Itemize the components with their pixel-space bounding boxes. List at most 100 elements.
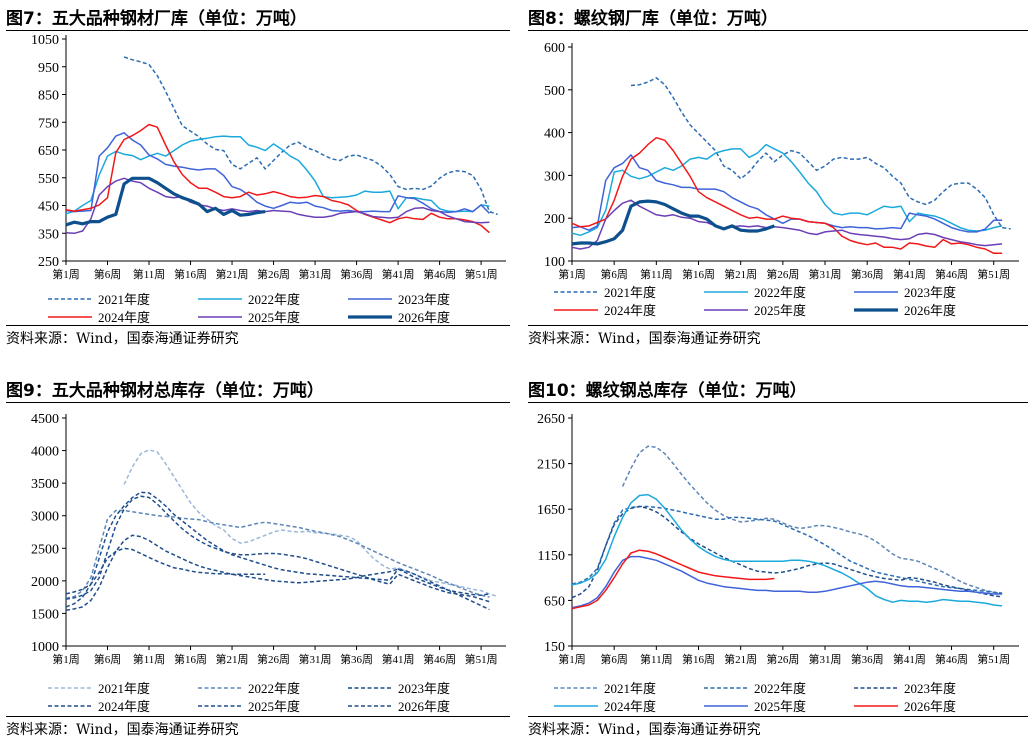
panel-fig8: 图8：螺纹钢厂库（单位：万吨） 100 200 300 400 500 600 第1周 第6周…	[522, 0, 1032, 370]
panel-fig7: 图7：五大品种钢材厂库（单位：万吨） 250 350 450 550 650 750 850…	[0, 0, 516, 370]
x-tick-label: 第1周	[558, 267, 586, 281]
series-line	[571, 505, 1003, 599]
x-tick-label: 第31周	[809, 652, 842, 666]
legend-label: 2021年度	[98, 292, 150, 307]
x-tick-label: 第36周	[340, 267, 373, 281]
x-tick-label: 第6周	[94, 652, 122, 666]
x-tick-label: 第16周	[682, 267, 715, 281]
legend-label: 2025年度	[248, 310, 300, 325]
legend-label: 2024年度	[98, 310, 150, 325]
series-line	[123, 449, 498, 598]
legend-label: 2023年度	[398, 292, 450, 307]
x-tick-label: 第6周	[600, 652, 628, 666]
y-tick-label: 2650	[537, 412, 565, 427]
legend-label: 2022年度	[248, 681, 300, 696]
y-tick-label: 4000	[31, 445, 59, 460]
x-tick-label: 第16周	[174, 267, 207, 281]
y-tick-label: 350	[38, 227, 59, 242]
x-tick-label: 第11周	[640, 267, 673, 281]
y-tick-label: 650	[544, 594, 565, 609]
x-tick-label: 第11周	[640, 652, 673, 666]
y-tick-label: 250	[38, 255, 59, 270]
series-line	[571, 493, 1003, 607]
x-tick-label: 第26周	[257, 267, 290, 281]
y-tick-label: 4500	[31, 412, 59, 427]
x-tick-label: 第41周	[382, 652, 415, 666]
x-tick-label: 第1周	[52, 267, 80, 281]
legend-label: 2026年度	[398, 310, 450, 325]
y-tick-label: 500	[544, 84, 565, 99]
chart-title: 图9：五大品种钢材总库存（单位：万吨）	[6, 381, 324, 401]
panel-fig9: 图9：五大品种钢材总库存（单位：万吨） 1000 1500 2000 2500 3000…	[0, 372, 516, 742]
y-tick-label: 850	[38, 89, 59, 104]
y-tick-label: 1650	[537, 503, 565, 518]
legend-label: 2021年度	[98, 681, 150, 696]
chart-title: 图10：螺纹钢总库存（单位：万吨）	[528, 381, 807, 401]
x-tick-label: 第26周	[766, 267, 799, 281]
series-line	[621, 445, 1003, 595]
y-tick-label: 2150	[537, 458, 565, 473]
series-line	[65, 176, 266, 227]
x-tick-label: 第16周	[682, 652, 715, 666]
legend-label: 2024年度	[604, 699, 656, 714]
series-line	[65, 123, 490, 234]
y-tick-label: 1150	[538, 549, 565, 564]
series-line	[65, 495, 490, 603]
series-line	[630, 77, 1011, 230]
x-tick-label: 第26周	[257, 652, 290, 666]
legend-label: 2023年度	[904, 681, 956, 696]
y-tick-label: 550	[38, 172, 59, 187]
series-line	[123, 56, 498, 216]
title-rule	[6, 30, 510, 31]
chart-fig8: 100 200 300 400 500 600 第1周 第6周 第11周 第16周 第21周 第26周…	[544, 41, 1019, 318]
legend-label: 2022年度	[248, 292, 300, 307]
source-note: 资料来源：Wind，国泰海通证券研究	[6, 331, 239, 347]
source-note: 资料来源：Wind，国泰海通证券研究	[6, 722, 239, 738]
x-tick-label: 第51周	[465, 652, 498, 666]
y-tick-label: 2500	[31, 542, 59, 557]
source-note: 资料来源：Wind，国泰海通证券研究	[528, 722, 761, 738]
series-line	[65, 547, 266, 595]
x-tick-label: 第21周	[216, 652, 249, 666]
legend-label: 2021年度	[604, 285, 656, 300]
series-line	[571, 136, 1003, 255]
series-line	[571, 143, 1003, 237]
y-tick-label: 400	[544, 127, 565, 142]
x-tick-label: 第46周	[423, 652, 456, 666]
series-line	[571, 555, 1003, 609]
legend-label: 2026年度	[904, 699, 956, 714]
panel-fig10: 图10：螺纹钢总库存（单位：万吨） 150 650 1150 1650 2150 2650…	[522, 372, 1032, 742]
y-tick-label: 650	[38, 144, 59, 159]
x-tick-label: 第16周	[174, 652, 207, 666]
series-line	[571, 549, 775, 610]
x-tick-label: 第26周	[766, 652, 799, 666]
series-line	[571, 154, 1003, 233]
series-line	[65, 491, 490, 608]
source-rule	[528, 325, 1028, 326]
legend-label: 2022年度	[754, 681, 806, 696]
legend-label: 2025年度	[248, 699, 300, 714]
y-tick-label: 2000	[31, 575, 59, 590]
y-tick-label: 1500	[31, 607, 59, 622]
series-line	[65, 177, 490, 235]
y-tick-label: 3500	[31, 477, 59, 492]
x-tick-label: 第21周	[216, 267, 249, 281]
x-tick-label: 第11周	[133, 652, 166, 666]
y-tick-label: 300	[544, 169, 565, 184]
x-tick-label: 第6周	[600, 267, 628, 281]
y-tick-label: 200	[544, 212, 565, 227]
x-tick-label: 第41周	[382, 267, 415, 281]
x-tick-label: 第6周	[94, 267, 122, 281]
source-note: 资料来源：Wind，国泰海通证券研究	[528, 331, 761, 347]
series-line	[65, 132, 490, 214]
x-tick-label: 第31周	[809, 267, 842, 281]
legend-label: 2024年度	[98, 699, 150, 714]
x-tick-label: 第51周	[977, 267, 1010, 281]
x-tick-label: 第1周	[52, 652, 80, 666]
y-tick-label: 100	[544, 255, 565, 270]
series-line	[571, 199, 775, 246]
x-tick-label: 第36周	[851, 267, 884, 281]
legend-label: 2025年度	[754, 303, 806, 318]
legend-label: 2026年度	[398, 699, 450, 714]
